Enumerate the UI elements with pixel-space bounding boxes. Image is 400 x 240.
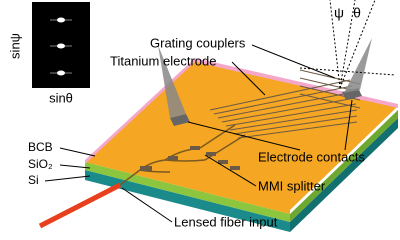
grating-couplers bbox=[209, 69, 361, 139]
layer-bcb: BCB bbox=[28, 140, 53, 154]
si-layer-side bbox=[290, 118, 398, 232]
electrode-pad-left bbox=[170, 114, 190, 126]
theta-symbol: θ bbox=[353, 5, 361, 21]
label-mmi-splitter: MMI splitter bbox=[258, 178, 326, 193]
label-titanium-electrode: Titanium electrode bbox=[110, 53, 216, 68]
probe-left bbox=[158, 45, 186, 118]
mmi-blocks bbox=[140, 146, 240, 171]
psi-symbol: ψ bbox=[334, 5, 344, 21]
leader-lines bbox=[44, 44, 353, 223]
si-layer bbox=[85, 170, 290, 232]
far-field-spots bbox=[50, 17, 72, 76]
label-electrode-contacts: Electrode contacts bbox=[258, 149, 365, 164]
label-grating-couplers: Grating couplers bbox=[150, 35, 246, 50]
figure: sinψ sinθ ψ θ bbox=[7, 0, 398, 232]
emission-cone bbox=[299, 0, 396, 89]
probe-right bbox=[344, 38, 372, 93]
sio2-layer-side bbox=[290, 110, 398, 222]
inset-x-label: sinθ bbox=[49, 90, 73, 105]
lensed-fiber bbox=[38, 182, 122, 229]
inset-y-label: sinψ bbox=[7, 33, 22, 59]
page: sinψ sinθ ψ θ bbox=[7, 0, 398, 232]
sio2-layer bbox=[85, 162, 290, 222]
layer-si: Si bbox=[28, 173, 39, 187]
label-fiber-input: Lensed fiber input bbox=[174, 214, 278, 229]
layer-sio2: SiO₂ bbox=[28, 157, 53, 171]
